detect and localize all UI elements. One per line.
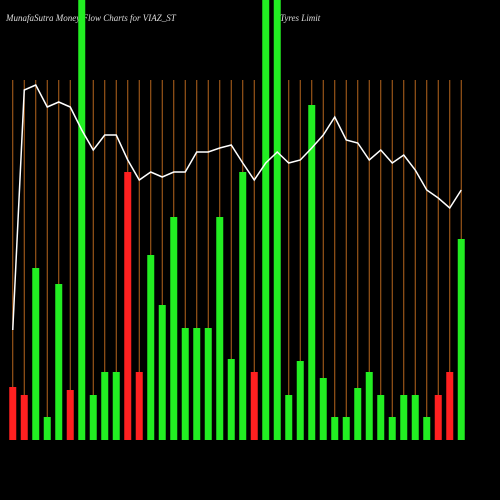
bar xyxy=(20,395,28,440)
bar xyxy=(89,395,97,440)
bar xyxy=(308,105,316,440)
bar xyxy=(262,0,270,440)
chart-title: MunafaSutra Money Flow Charts for VIAZ_S… xyxy=(5,13,177,23)
bar xyxy=(158,305,166,440)
bar xyxy=(331,417,339,440)
bar xyxy=(273,0,281,440)
bar xyxy=(434,395,442,440)
bar xyxy=(457,239,465,440)
bar xyxy=(227,359,235,440)
bar xyxy=(32,268,40,440)
bar xyxy=(78,0,86,440)
bar xyxy=(388,417,396,440)
bar xyxy=(43,417,51,440)
bar xyxy=(112,372,120,440)
bar xyxy=(147,255,155,440)
flow-line xyxy=(12,84,462,331)
bar xyxy=(411,395,419,440)
bar xyxy=(239,172,247,440)
bar xyxy=(170,217,178,440)
bar xyxy=(296,361,304,440)
bar xyxy=(124,172,132,440)
bar xyxy=(204,328,212,440)
bar xyxy=(193,328,201,440)
bar xyxy=(285,395,293,440)
bar xyxy=(377,395,385,440)
bar xyxy=(135,372,143,440)
bar xyxy=(101,372,109,440)
bar xyxy=(55,284,63,440)
bar xyxy=(250,372,258,440)
bar xyxy=(342,417,350,440)
bar xyxy=(181,328,189,440)
bar xyxy=(446,372,454,440)
bar xyxy=(423,417,431,440)
bar xyxy=(354,388,362,440)
bar xyxy=(319,378,327,440)
bar xyxy=(216,217,224,440)
bar xyxy=(365,372,373,440)
bar xyxy=(66,390,74,440)
bar xyxy=(9,387,17,440)
bar xyxy=(400,395,408,440)
chart-title-suffix: Tyres Limit xyxy=(280,13,321,23)
